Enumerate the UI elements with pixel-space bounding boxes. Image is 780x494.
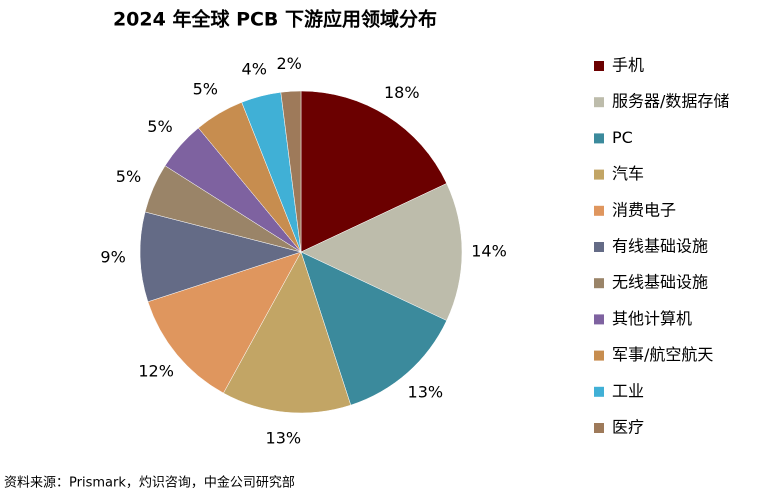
data-label: 13%: [266, 429, 302, 448]
data-label: 9%: [100, 247, 125, 266]
data-label: 5%: [147, 117, 172, 136]
legend-label: 军事/航空航天: [612, 345, 713, 364]
legend-swatch: [594, 61, 604, 71]
legend-label: 无线基础设施: [612, 273, 708, 292]
pie-slice: [300, 251, 448, 406]
pie-slice: [300, 183, 463, 321]
legend-swatch: [594, 423, 604, 433]
data-label: 2%: [277, 54, 302, 73]
data-label: 5%: [193, 80, 218, 99]
legend-label: 服务器/数据存储: [612, 92, 729, 111]
pie-slice: [139, 211, 302, 303]
legend-label: 医疗: [612, 418, 644, 437]
pie-slice: [223, 251, 352, 414]
pie-slice: [147, 251, 302, 394]
legend-label: 消费电子: [612, 200, 676, 219]
legend-swatch: [594, 278, 604, 289]
chart-title: 2024 年全球 PCB 下游应用领域分布: [113, 8, 437, 31]
legend-label: 其他计算机: [612, 309, 692, 328]
data-label: 12%: [138, 361, 174, 380]
legend-swatch: [594, 350, 604, 361]
legend-swatch: [594, 386, 604, 397]
pie-slice: [280, 90, 302, 253]
legend-label: 工业: [612, 381, 644, 400]
legend-swatch: [594, 205, 604, 216]
data-label: 14%: [471, 242, 507, 261]
legend-swatch: [594, 97, 604, 108]
legend-swatch: [594, 169, 604, 180]
data-label: 18%: [384, 83, 420, 102]
data-label: 5%: [116, 167, 141, 186]
legend-swatch: [594, 133, 604, 144]
data-label: 13%: [408, 383, 444, 402]
pie-slice: [300, 90, 448, 253]
data-label: 4%: [242, 59, 267, 78]
legend-label: PC: [612, 128, 633, 147]
source-note: 资料来源：Prismark，灼识咨询，中金公司研究部: [4, 475, 295, 491]
legend-swatch: [594, 242, 604, 252]
legend-label: 手机: [612, 56, 644, 75]
legend-label: 汽车: [612, 164, 644, 183]
legend-swatch: [594, 314, 604, 325]
legend-label: 有线基础设施: [612, 237, 708, 256]
